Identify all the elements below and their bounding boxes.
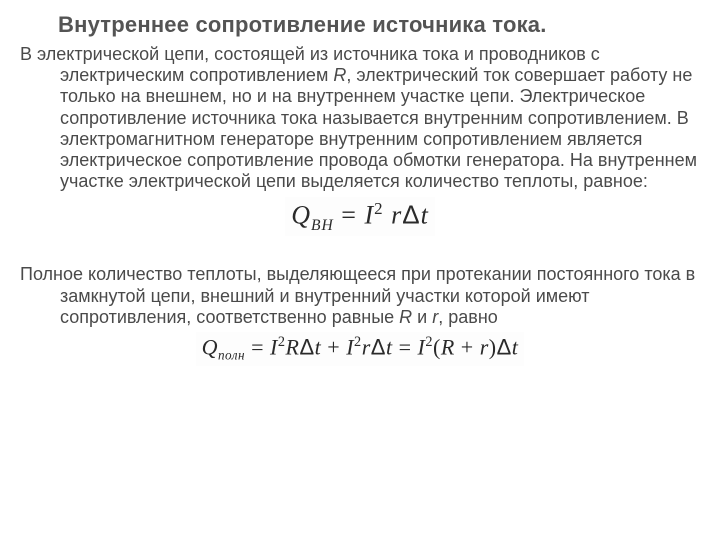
f1-sub: ВН (311, 216, 334, 233)
f2-I2: I (346, 335, 354, 360)
f1-delta: Δ (402, 199, 420, 229)
f2-I1: I (270, 335, 278, 360)
f2-open: ( (433, 335, 441, 360)
f2-s2c: 2 (425, 334, 433, 350)
f1-eq: = (334, 200, 365, 229)
var-R: R (333, 65, 346, 85)
paragraph-2: Полное количество теплоты, выделяющееся … (20, 264, 700, 328)
f1-t: t (421, 200, 429, 229)
f1-sup: 2 (374, 199, 383, 218)
formula-2: Qполн = I2RΔt + I2rΔt = I2(R + r)Δt (20, 332, 700, 366)
f2-s2a: 2 (278, 334, 286, 350)
slide: Внутреннее сопротивление источника тока.… (0, 0, 720, 540)
f2-R: R (286, 335, 300, 360)
f2-R2: R (441, 335, 455, 360)
f1-Q: Q (291, 200, 311, 229)
f2-Q: Q (202, 335, 218, 360)
f2-r2: r (480, 335, 489, 360)
f2-d2: Δ (371, 335, 386, 360)
para2-tail: , равно (438, 307, 498, 327)
f2-plus2: + (455, 335, 480, 360)
f2-s2b: 2 (354, 334, 362, 350)
paragraph-1: В электрической цепи, состоящей из источ… (20, 44, 700, 193)
f1-I: I (364, 200, 374, 229)
var-R2: R (399, 307, 412, 327)
f2-d3: Δ (497, 335, 512, 360)
formula-1: QВН = I2 rΔt (20, 197, 700, 237)
formula-2-expression: Qполн = I2RΔt + I2rΔt = I2(R + r)Δt (196, 332, 525, 366)
spacer (20, 242, 700, 264)
f2-t3: t (512, 335, 519, 360)
slide-title: Внутреннее сопротивление источника тока. (58, 12, 700, 38)
f2-d1: Δ (299, 335, 314, 360)
f2-t2: t (386, 335, 393, 360)
f2-eq2: = (393, 335, 418, 360)
f2-sub: полн (218, 348, 245, 363)
f2-plus: + (321, 335, 346, 360)
f2-close: ) (489, 335, 497, 360)
f2-r: r (362, 335, 371, 360)
formula-1-expression: QВН = I2 rΔt (285, 197, 435, 237)
para2-lead: Полное количество теплоты, выделяющееся … (20, 264, 695, 326)
f1-r: r (384, 200, 403, 229)
f2-eq1: = (245, 335, 270, 360)
and: и (412, 307, 432, 327)
